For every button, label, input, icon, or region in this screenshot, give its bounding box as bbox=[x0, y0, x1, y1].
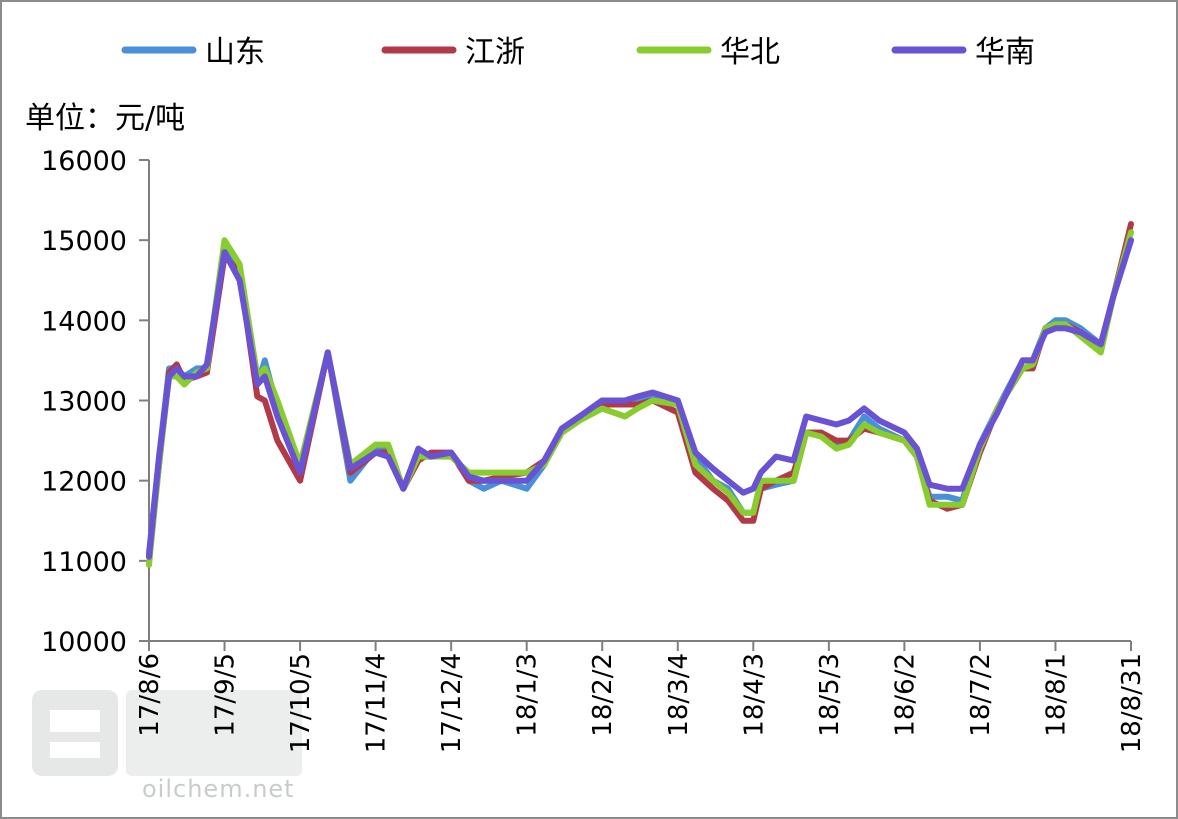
x-tick-label: 17/11/4 bbox=[362, 653, 392, 753]
legend-label: 华南 bbox=[975, 35, 1035, 70]
y-tick-label: 15000 bbox=[41, 226, 127, 257]
x-tick-label: 18/5/3 bbox=[815, 653, 845, 737]
y-axis-ticks: 10000 11000 12000 13000 14000 15000 16000 bbox=[41, 146, 149, 658]
x-tick-label: 18/8/31 bbox=[1117, 653, 1147, 753]
x-tick-label: 17/9/5 bbox=[211, 653, 241, 737]
y-tick-label: 12000 bbox=[41, 467, 127, 498]
legend-label: 华北 bbox=[720, 35, 780, 70]
watermark-site-text: oilchem.net bbox=[142, 775, 295, 803]
y-tick-label: 10000 bbox=[41, 627, 127, 658]
watermark: oilchem.net bbox=[32, 690, 302, 803]
unit-label: 单位：元/吨 bbox=[25, 101, 185, 136]
x-tick-label: 18/7/2 bbox=[966, 653, 996, 737]
series-lines bbox=[146, 221, 1134, 568]
series-line-2 bbox=[146, 221, 1134, 560]
x-tick-label: 18/3/4 bbox=[664, 653, 694, 737]
x-tick-label: 17/8/6 bbox=[135, 653, 165, 737]
legend-label: 山东 bbox=[205, 35, 265, 70]
x-axis-ticks: 17/8/6 17/9/5 17/10/5 17/11/4 17/12/4 18/1/3 1… bbox=[135, 641, 1147, 753]
series-line-4 bbox=[146, 237, 1134, 560]
y-tick-label: 13000 bbox=[41, 387, 127, 418]
x-tick-label: 17/10/5 bbox=[286, 653, 316, 753]
watermark-logo bbox=[32, 690, 302, 776]
x-tick-label: 18/1/3 bbox=[513, 653, 543, 737]
y-tick-label: 14000 bbox=[41, 306, 127, 337]
x-tick-label: 18/6/2 bbox=[890, 653, 920, 737]
y-tick-label: 11000 bbox=[41, 547, 127, 578]
x-tick-label: 18/8/1 bbox=[1041, 653, 1071, 737]
x-tick-label: 18/2/2 bbox=[588, 653, 618, 737]
y-tick-label: 16000 bbox=[41, 146, 127, 177]
x-tick-label: 17/12/4 bbox=[437, 653, 467, 753]
legend-label: 江浙 bbox=[465, 35, 525, 70]
x-tick-label: 18/4/3 bbox=[739, 653, 769, 737]
legend: 山东 江浙 华北 华南 bbox=[121, 35, 1035, 70]
